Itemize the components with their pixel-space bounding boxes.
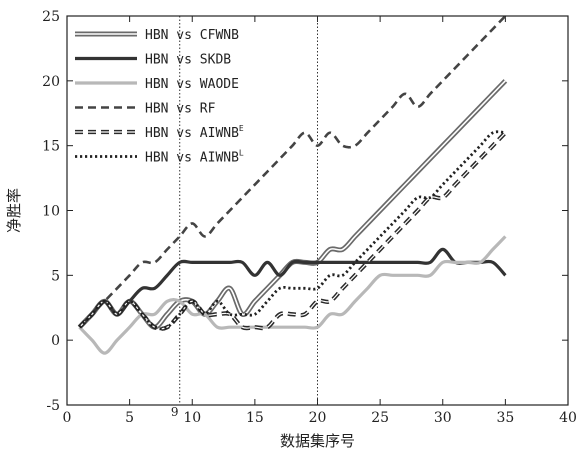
x-tick-label: 10 <box>183 410 201 426</box>
x-tick-label: 30 <box>434 410 452 426</box>
x-tick-label: 35 <box>496 410 514 426</box>
series-lines <box>77 15 508 355</box>
series-line-6 <box>78 130 506 331</box>
series-line-5 <box>79 132 506 330</box>
series-line-4 <box>78 15 507 329</box>
plot-frame <box>66 15 569 406</box>
legend-label: HBN vs AIWNBE <box>145 124 244 141</box>
x-tick-label: 40 <box>559 410 577 426</box>
x-tick-label: 20 <box>309 410 327 426</box>
y-tick-label: 0 <box>51 333 60 349</box>
legend-label: HBN vs SKDB <box>145 53 231 68</box>
series-line-3 <box>78 235 507 355</box>
y-tick-label: 20 <box>42 74 60 90</box>
x-tick-label: 15 <box>246 410 264 426</box>
legend: HBN vs CFWNB HBN vs SKDB HBN vs WAODE HBN v… <box>75 28 244 166</box>
legend-label: HBN vs CFWNB <box>145 28 239 43</box>
reference-line-label: 9 <box>171 405 179 419</box>
x-axis-label: 数据集序号 <box>280 432 355 450</box>
x-tick-label: 0 <box>63 410 72 426</box>
x-tick-label: 5 <box>125 410 134 426</box>
y-tick-label: 15 <box>42 139 60 155</box>
y-tick-label: 10 <box>42 204 60 220</box>
series-line-5 <box>78 131 507 331</box>
series-line-1 <box>78 80 506 328</box>
reference-lines: 9 <box>171 16 318 419</box>
y-axis-label: 净胜率 <box>5 188 23 233</box>
legend-label: HBN vs RF <box>145 102 216 117</box>
legend-label: HBN vs AIWNBL <box>145 149 244 166</box>
series-line-1 <box>77 79 508 330</box>
series-line-2 <box>78 247 507 329</box>
legend-label: HBN vs WAODE <box>145 77 239 92</box>
y-tick-label: 25 <box>42 9 60 25</box>
x-tick-label: 25 <box>371 410 389 426</box>
y-tick-label: -5 <box>46 398 60 414</box>
y-tick-label: 5 <box>51 268 60 284</box>
